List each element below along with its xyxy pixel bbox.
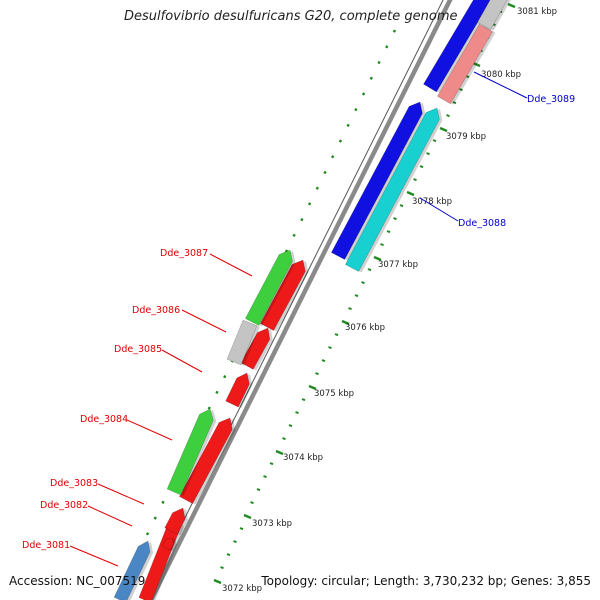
gene-dde-3088	[344, 107, 443, 273]
gene-leader-line	[161, 349, 203, 373]
gene-dde-3084-fwd	[166, 408, 217, 496]
scale-minor-tick	[367, 268, 372, 272]
scale-minor-tick	[334, 333, 339, 337]
scale-label: 3076 kbp	[345, 323, 385, 333]
gene-label-right: Dde_3088	[458, 218, 506, 229]
gene-leader-line	[126, 419, 173, 441]
scale-label: 3079 kbp	[446, 132, 486, 142]
gene-dde-3086	[240, 327, 273, 371]
scale-minor-tick	[459, 88, 463, 92]
scale-label: 3077 kbp	[378, 260, 418, 270]
gene-label-left: Dde_3086	[132, 305, 180, 316]
gene-dde-3085	[225, 372, 253, 409]
gene-dde-3083	[164, 507, 189, 536]
gene-dde-3087b	[259, 259, 309, 332]
gene-leader-line	[87, 505, 133, 527]
scale-major-tick	[213, 578, 222, 585]
outer-guide-left	[113, 29, 397, 600]
scale-label: 3075 kbp	[314, 389, 354, 399]
scale-label: 3080 kbp	[481, 70, 521, 80]
gene-dde-3087	[244, 249, 296, 327]
scale-minor-tick	[250, 501, 254, 505]
scale-minor-tick	[282, 437, 286, 441]
accession-text: Accession: NC_007519	[9, 574, 146, 588]
gene-leader-line	[97, 483, 145, 505]
gene-leader-line	[473, 71, 528, 99]
scale-label: 3081 kbp	[517, 7, 557, 17]
scale-minor-tick	[269, 462, 274, 466]
scale-minor-tick	[452, 101, 457, 105]
scale-minor-tick	[263, 475, 267, 479]
scale-major-tick	[406, 190, 415, 197]
gene-leader-line	[209, 253, 253, 277]
scale-minor-tick	[399, 204, 404, 208]
gene-dde-3086-fwd	[226, 319, 260, 366]
scale-major-tick	[275, 449, 284, 456]
scale-minor-tick	[295, 411, 299, 415]
scale-minor-tick	[419, 165, 424, 169]
scale-minor-tick	[220, 566, 224, 570]
scale-minor-tick	[321, 359, 326, 363]
gene-label-left: Dde_3083	[50, 478, 98, 489]
topology-summary: Topology: circular; Length: 3,730,232 bp…	[261, 574, 591, 588]
scale-minor-tick	[380, 243, 384, 247]
scale-minor-tick	[393, 217, 397, 221]
scale-minor-tick	[413, 178, 417, 182]
scale-major-tick	[341, 319, 350, 326]
gene-leader-line	[419, 197, 459, 222]
scale-minor-tick	[315, 372, 319, 376]
scale-minor-tick	[426, 152, 430, 156]
gene-label-left: Dde_3085	[114, 344, 162, 355]
scale-minor-tick	[446, 114, 450, 118]
scale-minor-tick	[301, 398, 306, 402]
scale-minor-tick	[256, 488, 261, 492]
gene-label-left: Dde_3081	[22, 540, 70, 551]
gene-label-left: Dde_3087	[160, 248, 208, 259]
scale-major-tick	[308, 384, 317, 391]
gene-dde-3081-fwd	[113, 540, 154, 600]
scale-label: 3072 kbp	[222, 584, 262, 594]
gene-dde-3089	[437, 23, 496, 105]
gene-label-left: Dde_3082	[40, 500, 88, 511]
map-title: Desulfovibrio desulfuricans G20, complet…	[124, 9, 458, 24]
scale-minor-tick	[386, 230, 391, 234]
label-layer: Dde_3087 Dde_3086 Dde_3085 Dde_3084 Dde_3083…	[22, 71, 575, 567]
gene-dde-3084	[178, 417, 236, 505]
scale-minor-tick	[348, 307, 352, 311]
backbone-layer	[143, 0, 453, 600]
scale-minor-tick	[233, 540, 237, 544]
gene-leader-line	[181, 309, 227, 333]
scale-minor-tick	[328, 346, 332, 350]
gene-dde-3088-fwd	[330, 101, 426, 261]
gene-label-right: Dde_3089	[527, 94, 575, 105]
genome-backbone	[148, 0, 453, 600]
scale-major-tick	[373, 255, 382, 262]
scale-minor-tick	[432, 139, 437, 143]
scale-minor-tick	[239, 527, 244, 531]
scale-minor-tick	[361, 281, 365, 285]
scale-major-tick	[507, 2, 516, 9]
gene-leader-line	[69, 545, 119, 567]
scale-minor-tick	[354, 294, 359, 298]
feature-layer	[113, 0, 511, 600]
gene-dde-3090	[477, 0, 511, 31]
scale-major-tick	[472, 61, 481, 68]
scale-label: 3073 kbp	[252, 519, 292, 529]
scale-major-tick	[243, 513, 252, 520]
scale-label: 3074 kbp	[283, 453, 323, 463]
scale-layer: 3072 kbp 3073 kbp 3074 kbp 3075 kbp 3076 kbp…	[113, 2, 557, 600]
gene-label-left: Dde_3084	[80, 414, 128, 425]
scale-minor-tick	[288, 424, 293, 428]
scale-major-tick	[439, 126, 448, 133]
scale-minor-tick	[226, 553, 231, 557]
scale-label: 3078 kbp	[412, 197, 452, 207]
gene-dde-3082	[161, 537, 177, 552]
